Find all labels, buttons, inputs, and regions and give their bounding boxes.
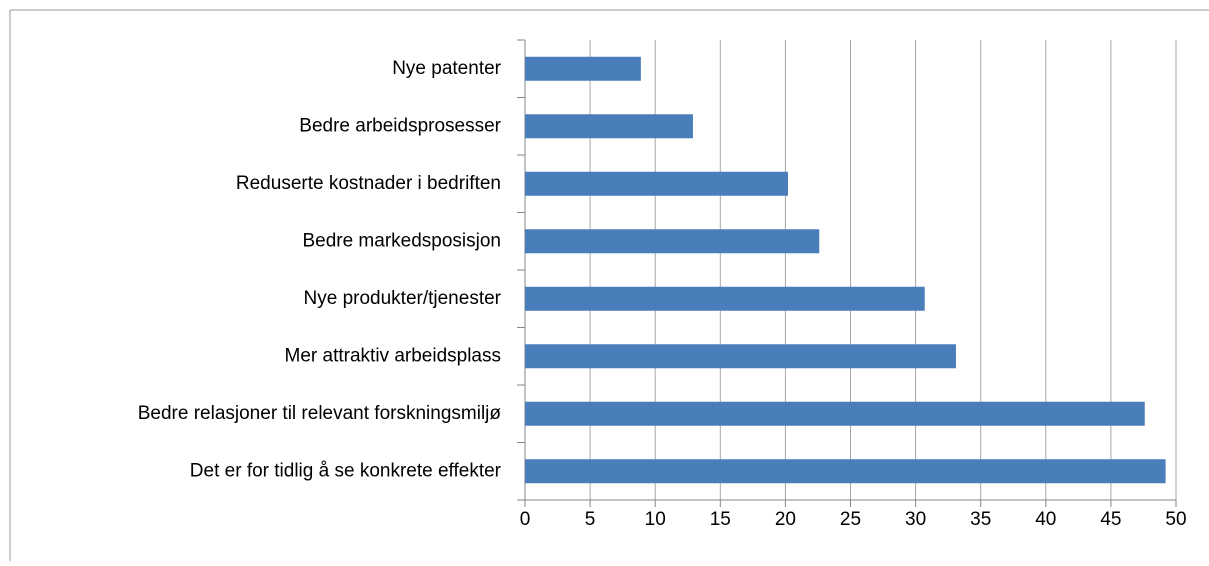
bar: [525, 401, 1145, 426]
y-tick-label: Det er for tidlig å se konkrete effekter: [190, 460, 502, 481]
x-tick-label: 5: [585, 509, 596, 530]
bar: [525, 114, 693, 139]
x-tick-label: 10: [645, 509, 666, 530]
y-tick-label: Reduserte kostnader i bedriften: [236, 173, 501, 194]
x-tick-label: 40: [1035, 509, 1056, 530]
bar: [525, 229, 820, 254]
y-tick-label: Nye patenter: [392, 58, 501, 79]
x-tick-label: 20: [775, 509, 796, 530]
bar: [525, 56, 641, 81]
x-tick-label: 0: [520, 509, 531, 530]
y-tick-label: Nye produkter/tjenester: [304, 288, 502, 309]
bar: [525, 459, 1166, 484]
bar: [525, 344, 956, 369]
bar: [525, 286, 925, 311]
y-tick-label: Bedre arbeidsprosesser: [299, 115, 501, 136]
x-tick-label: 15: [710, 509, 731, 530]
x-tick-label: 50: [1165, 509, 1186, 530]
y-tick-label: Bedre markedsposisjon: [302, 230, 501, 251]
x-tick-label: 45: [1100, 509, 1121, 530]
y-tick-label: Bedre relasjoner til relevant forsknings…: [138, 403, 502, 424]
bar: [525, 171, 789, 196]
x-tick-label: 30: [905, 509, 926, 530]
y-tick-label: Mer attraktiv arbeidsplass: [285, 345, 501, 366]
x-tick-label: 35: [970, 509, 991, 530]
x-tick-label: 25: [840, 509, 861, 530]
